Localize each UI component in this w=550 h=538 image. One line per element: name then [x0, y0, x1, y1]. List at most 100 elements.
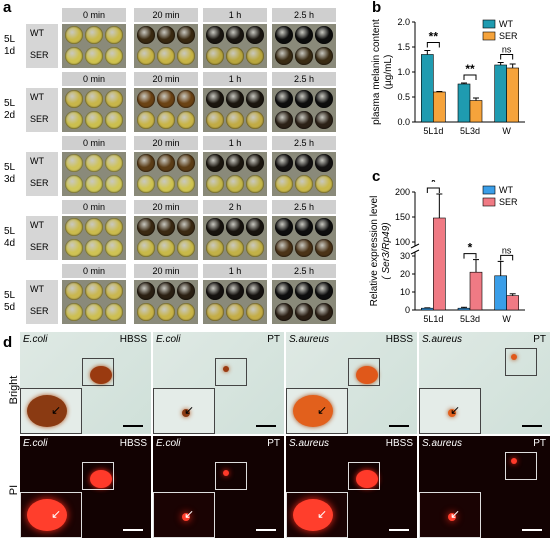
- well: [85, 26, 103, 44]
- well: [177, 154, 195, 172]
- inset-cell-cluster: [293, 499, 333, 531]
- genotype-labels: WT SER: [26, 280, 58, 324]
- well: [177, 239, 195, 257]
- well: [246, 175, 264, 193]
- x-tick-label: 5L3d: [460, 126, 480, 136]
- plate-photo: [203, 88, 267, 132]
- well: [65, 154, 83, 172]
- well: [246, 26, 264, 44]
- inset-cell-cluster: [27, 395, 67, 427]
- cell-cluster: [356, 366, 378, 384]
- time-label: 0 min: [62, 264, 126, 278]
- inset-cell-cluster: [448, 513, 456, 521]
- legend-swatch: [482, 197, 496, 207]
- well: [137, 303, 155, 321]
- well: [226, 47, 244, 65]
- well: [177, 90, 195, 108]
- bar: [433, 217, 446, 311]
- well: [295, 218, 313, 236]
- bright-field-image: ↙ S.aureus PT: [419, 332, 550, 434]
- plate-photo: [134, 216, 198, 260]
- time-label: 2.5 h: [272, 136, 336, 150]
- wt-label: WT: [30, 92, 44, 102]
- well: [206, 282, 224, 300]
- legend-label: WT: [499, 185, 513, 195]
- treatment-label: PT: [533, 438, 546, 449]
- y-axis-label-2: ( Ser3/Rp49): [381, 222, 392, 279]
- y-tick-label: 2.0: [397, 17, 410, 27]
- scale-bar: [522, 425, 542, 427]
- scale-bar: [256, 425, 276, 427]
- significance-bracket: [463, 253, 477, 259]
- well: [177, 218, 195, 236]
- time-label: 20 min: [134, 200, 198, 214]
- treatment-label: PT: [267, 438, 280, 449]
- time-label: 1 h: [203, 136, 267, 150]
- time-label: 0 min: [62, 200, 126, 214]
- legend-label: SER: [499, 197, 518, 207]
- well: [315, 282, 333, 300]
- well: [206, 239, 224, 257]
- wt-label: WT: [30, 28, 44, 38]
- cell-cluster: [511, 458, 517, 464]
- well: [315, 90, 333, 108]
- time-label: 2.5 h: [272, 264, 336, 278]
- time-label: 1 h: [203, 264, 267, 278]
- plate-photo: [134, 152, 198, 196]
- arrow-icon: ↙: [51, 403, 62, 417]
- organism-label: E.coli: [23, 438, 48, 449]
- well: [157, 175, 175, 193]
- well: [275, 175, 293, 193]
- zoom-inset: ↙: [153, 388, 215, 434]
- well: [275, 282, 293, 300]
- well: [206, 26, 224, 44]
- row-label: 5L 2d: [4, 98, 16, 121]
- well: [85, 47, 103, 65]
- plate-photo: [203, 216, 267, 260]
- time-label: 2 h: [203, 200, 267, 214]
- well: [246, 90, 264, 108]
- well: [226, 239, 244, 257]
- significance-bracket: [426, 187, 440, 193]
- bar: [457, 83, 471, 123]
- zoom-inset: ↙: [286, 492, 348, 538]
- well: [105, 175, 123, 193]
- significance-bracket: [426, 42, 440, 48]
- well: [85, 303, 103, 321]
- zoom-inset: ↙: [153, 492, 215, 538]
- well: [65, 239, 83, 257]
- significance-label: *: [431, 180, 436, 189]
- bar: [494, 275, 507, 311]
- time-label: 1 h: [203, 8, 267, 22]
- well: [315, 111, 333, 129]
- ser-label: SER: [30, 306, 49, 316]
- zoom-inset: ↙: [286, 388, 348, 434]
- cell-cluster: [90, 366, 112, 384]
- zoom-region-box: [348, 462, 380, 490]
- arrow-icon: ↙: [317, 507, 328, 521]
- well: [85, 90, 103, 108]
- zoom-region-box: [505, 348, 537, 376]
- genotype-labels: WT SER: [26, 24, 58, 68]
- well: [137, 218, 155, 236]
- pi-image: ↙ S.aureus HBSS: [286, 436, 417, 538]
- panel-c-chart: 100 150 200 0 10 20 30 Relative expression leve…: [369, 180, 525, 324]
- panel-b-label: b: [372, 0, 382, 16]
- well: [246, 154, 264, 172]
- well: [157, 239, 175, 257]
- y-tick-label: 150: [395, 212, 410, 222]
- pi-row-label: PI: [8, 484, 20, 496]
- arrow-icon: ↙: [51, 507, 62, 521]
- time-label: 0 min: [62, 8, 126, 22]
- well: [315, 154, 333, 172]
- y-tick-label: 1.5: [397, 42, 410, 52]
- time-label: 1 h: [203, 72, 267, 86]
- x-tick-label: 5L3d: [460, 314, 480, 324]
- significance-label: *: [468, 241, 473, 255]
- inset-cell-cluster: [448, 409, 456, 417]
- plate-photo: [203, 24, 267, 68]
- plate-photo: [62, 24, 126, 68]
- treatment-label: PT: [533, 334, 546, 345]
- y-tick-label: 10: [400, 287, 410, 297]
